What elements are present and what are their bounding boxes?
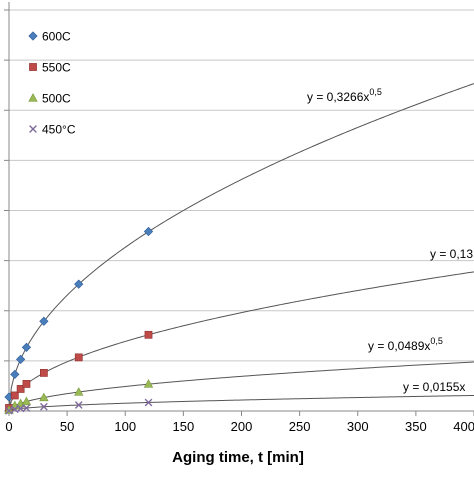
legend-marker (29, 63, 37, 71)
data-point (74, 401, 83, 409)
data-point (40, 369, 48, 377)
x-tick-label: 250 (289, 419, 311, 434)
x-tick-label: 200 (231, 419, 253, 434)
data-point (39, 316, 49, 326)
equation-label: y = 0,13 (430, 247, 473, 261)
legend: 600C 550C 500C 450°C (28, 30, 76, 137)
legend-label: 500C (42, 92, 71, 106)
data-point (144, 398, 153, 407)
data-point (22, 380, 31, 388)
legend-marker (28, 31, 38, 41)
data-point (143, 226, 154, 237)
data-point (39, 392, 49, 402)
marker-stroke (10, 405, 19, 414)
marker-stroke (22, 404, 31, 412)
data-point (143, 379, 154, 388)
data-point (10, 369, 20, 380)
marker-stroke (144, 398, 153, 407)
equation-text: y = 0,0489x (368, 339, 430, 353)
gridlines (9, 9, 474, 362)
x-tick-label: 50 (60, 419, 74, 434)
data-points (4, 226, 154, 415)
trend-lines (8, 83, 474, 412)
equation-labels: y = 0,3266x0,5y = 0,13y = 0,0489x0,5y = … (307, 87, 473, 394)
data-point (22, 404, 31, 412)
data-point (74, 353, 83, 362)
x-tick-label: 100 (114, 419, 136, 434)
trend-line (8, 271, 474, 412)
equation-label: y = 0,3266x0,5 (307, 87, 382, 104)
data-point (40, 402, 48, 411)
data-point (21, 396, 32, 406)
trend-line (8, 361, 474, 412)
data-point (16, 385, 25, 393)
legend-marker (28, 93, 38, 102)
data-point (144, 330, 153, 339)
x-tick-label: 350 (405, 419, 427, 434)
marker-stroke (29, 125, 37, 133)
data-point (5, 406, 13, 415)
equation-text: y = 0,0155x (403, 380, 465, 394)
equation-exponent: 0,5 (369, 87, 382, 97)
data-point (10, 391, 19, 400)
marker-stroke (40, 402, 48, 411)
data-point (16, 354, 26, 364)
marker-stroke (16, 404, 25, 413)
equation-label: y = 0,0489x0,5 (368, 336, 443, 353)
trend-line (8, 83, 474, 412)
x-tick-label: 300 (347, 419, 369, 434)
x-tick-label: 150 (173, 419, 195, 434)
trend-line (8, 394, 474, 412)
legend-label: 550C (42, 61, 71, 75)
legend-marker (29, 125, 37, 133)
x-tick-label: 0 (5, 419, 12, 434)
axes: 0 50 100 150 200 250 300 350 400 (4, 2, 474, 434)
equation-exponent: 0,5 (430, 336, 443, 346)
data-point (21, 342, 32, 352)
equation-text: y = 0,3266x (307, 90, 369, 104)
data-point (74, 279, 84, 289)
marker-stroke (5, 406, 13, 415)
legend-label: 600C (42, 30, 71, 44)
equation-text: y = 0,13 (430, 247, 473, 261)
legend-label: 450°C (42, 123, 76, 137)
marker-stroke (74, 401, 83, 409)
data-point (74, 387, 84, 396)
equation-label: y = 0,0155x (403, 380, 465, 394)
x-axis-title: Aging time, t [min] (172, 449, 304, 466)
x-tick-label: 400 (453, 419, 474, 434)
